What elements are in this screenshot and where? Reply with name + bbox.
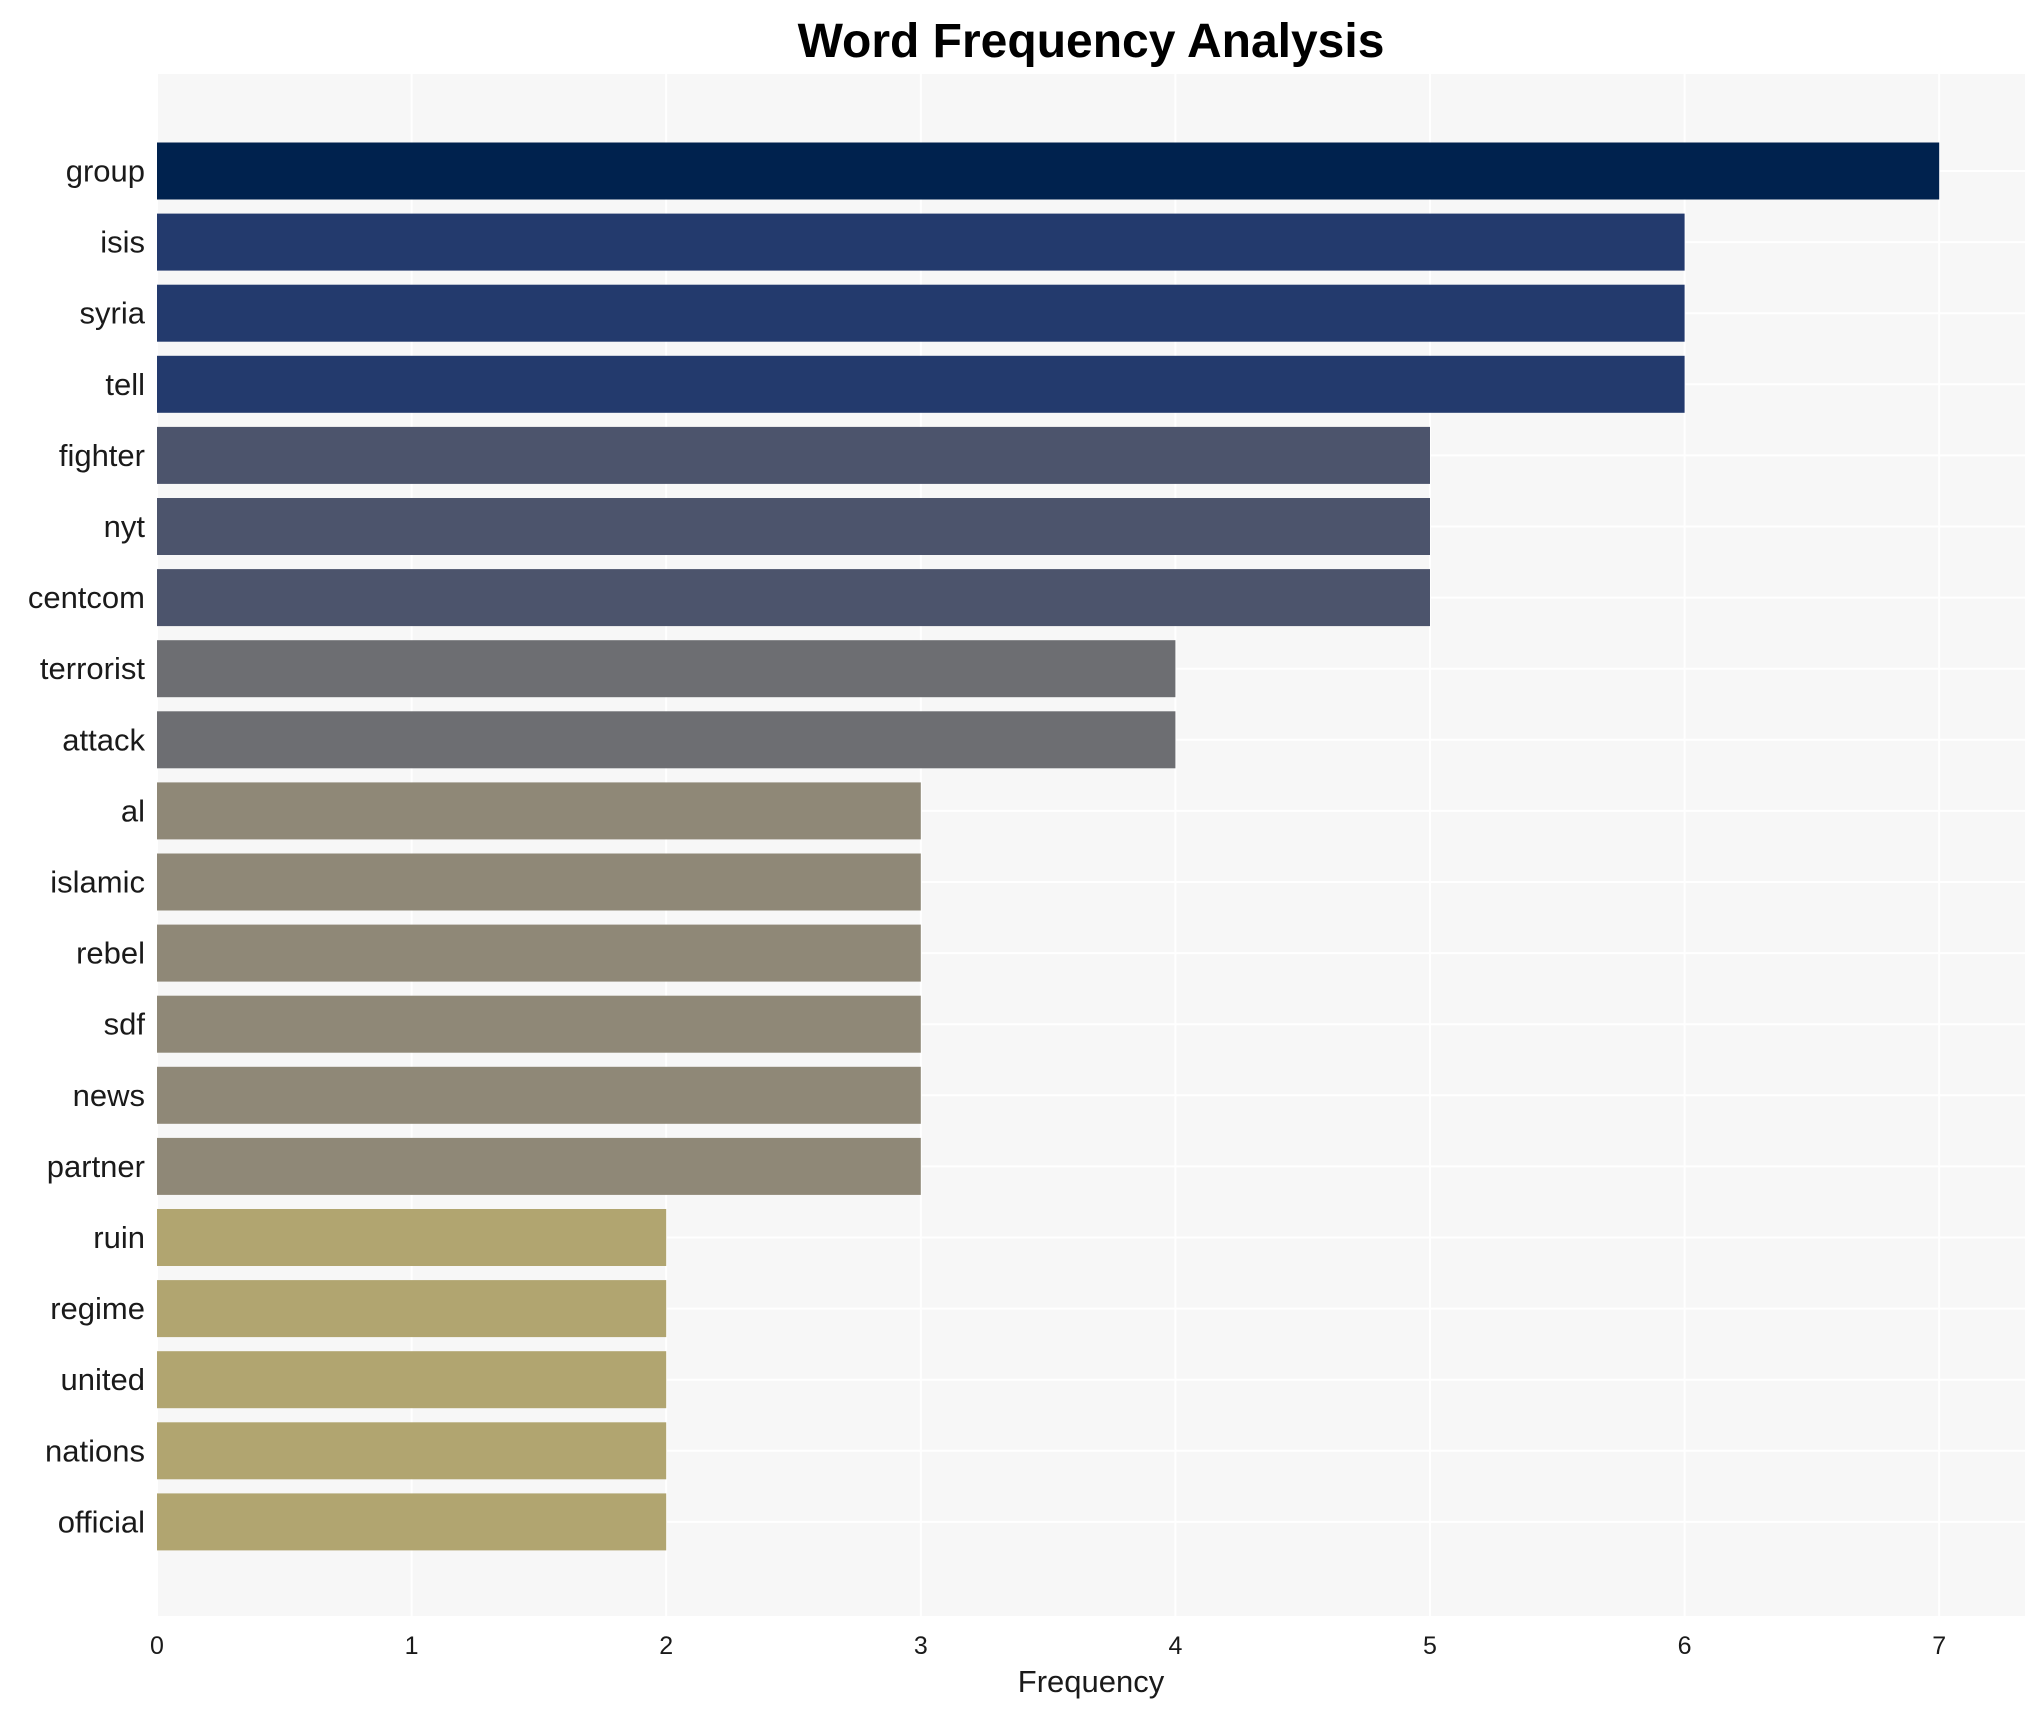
bar-centcom xyxy=(157,569,1430,627)
y-tick-label: partner xyxy=(47,1149,145,1184)
bar-news xyxy=(157,1066,921,1124)
bar-islamic xyxy=(157,853,921,911)
bars xyxy=(157,142,1940,1551)
y-tick-labels: group isis syria tell fighter nyt centcom terro… xyxy=(28,154,146,1540)
x-tick-label: 0 xyxy=(150,1632,164,1660)
y-tick-label: nyt xyxy=(104,509,146,544)
y-tick-label: attack xyxy=(62,722,145,757)
bar-nations xyxy=(157,1422,667,1480)
x-tick-label: 6 xyxy=(1678,1632,1692,1660)
x-axis-label: Frequency xyxy=(1018,1664,1165,1699)
chart-title: Word Frequency Analysis xyxy=(798,15,1385,68)
bar-sdf xyxy=(157,995,921,1053)
bar-fighter xyxy=(157,426,1430,484)
y-tick-label: rebel xyxy=(76,936,145,971)
y-tick-label: isis xyxy=(100,225,145,260)
y-tick-label: islamic xyxy=(50,865,145,900)
x-tick-label: 2 xyxy=(659,1632,673,1660)
bar-al xyxy=(157,782,921,840)
y-tick-label: nations xyxy=(45,1433,145,1468)
bar-group xyxy=(157,142,1940,200)
bar-tell xyxy=(157,355,1685,413)
bar-ruin xyxy=(157,1209,667,1266)
y-tick-label: fighter xyxy=(59,438,145,473)
bar-united xyxy=(157,1351,667,1409)
x-tick-labels: 0 1 2 3 4 5 6 7 xyxy=(150,1632,1946,1660)
bar-partner xyxy=(157,1137,921,1195)
x-tick-label: 3 xyxy=(914,1632,928,1660)
bar-regime xyxy=(157,1280,667,1338)
y-tick-label: tell xyxy=(105,367,145,402)
y-tick-label: group xyxy=(66,154,145,189)
bar-isis xyxy=(157,213,1685,271)
x-tick-label: 5 xyxy=(1423,1632,1437,1660)
y-tick-label: terrorist xyxy=(40,651,145,686)
x-tick-label: 7 xyxy=(1932,1632,1946,1660)
y-tick-label: united xyxy=(61,1362,145,1397)
bar-nyt xyxy=(157,498,1430,555)
bar-official xyxy=(157,1493,667,1551)
bar-syria xyxy=(157,284,1685,342)
y-tick-label: sdf xyxy=(104,1007,146,1042)
bar-terrorist xyxy=(157,640,1176,698)
y-tick-label: news xyxy=(73,1078,145,1113)
y-tick-label: ruin xyxy=(93,1220,145,1255)
y-tick-label: al xyxy=(121,793,145,828)
bar-attack xyxy=(157,711,1176,769)
y-tick-label: regime xyxy=(50,1291,145,1326)
x-tick-label: 4 xyxy=(1168,1632,1182,1660)
y-tick-label: syria xyxy=(80,296,146,331)
y-tick-label: official xyxy=(58,1504,145,1539)
bar-rebel xyxy=(157,924,921,982)
y-tick-label: centcom xyxy=(28,580,145,615)
x-tick-label: 1 xyxy=(405,1632,419,1660)
